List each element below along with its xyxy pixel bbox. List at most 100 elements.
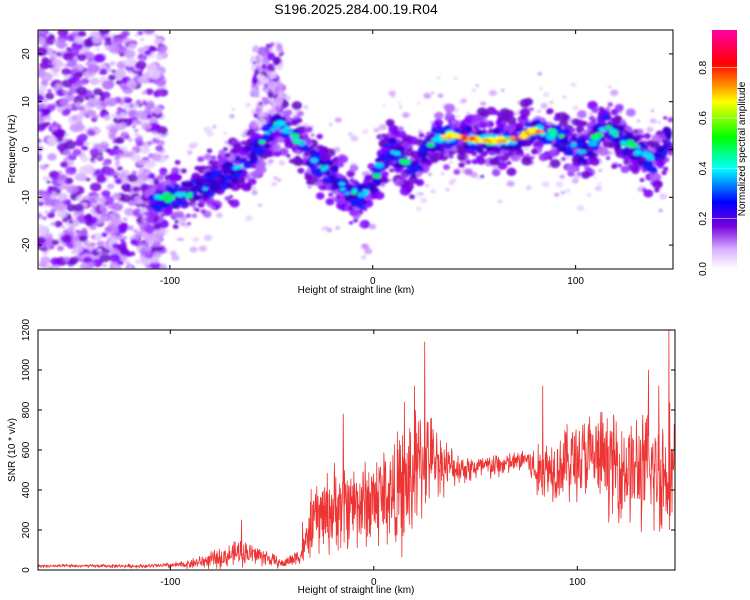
- heatmap-faint-blob: [245, 215, 253, 222]
- heatmap-band-blob: [622, 129, 629, 134]
- heatmap-noise-blob: [124, 97, 133, 104]
- heatmap-plume-blob: [263, 57, 268, 63]
- heatmap-core-blob: [390, 145, 395, 150]
- heatmap-ridge-blob: [399, 158, 409, 165]
- heatmap-band-blob: [157, 175, 161, 179]
- heatmap-core-blob: [164, 184, 172, 190]
- heatmap-core-blob: [251, 140, 257, 145]
- heatmap-noise-blob: [128, 43, 137, 50]
- heatmap-core-blob: [228, 175, 232, 179]
- heatmap-noise-blob: [151, 48, 156, 52]
- heatmap-core-blob: [357, 200, 364, 206]
- heatmap-noise-blob: [39, 261, 48, 268]
- heatmap-plume-blob: [275, 65, 279, 70]
- heatmap-core-blob: [193, 194, 201, 201]
- heatmap-noise-blob: [142, 101, 147, 106]
- heatmap-band-blob: [174, 160, 181, 165]
- heatmap-band-blob: [577, 172, 582, 176]
- heatmap-hotspot-blob: [529, 130, 536, 134]
- snr-y-tick-label: 1000: [21, 358, 32, 381]
- heatmap-noise-blob: [84, 141, 90, 146]
- heatmap-faint-blob: [284, 95, 292, 101]
- heatmap-noise-blob: [127, 137, 134, 143]
- heatmap-hotspot-blob: [460, 136, 469, 141]
- heatmap-noise-blob: [51, 126, 58, 131]
- heatmap-core-blob: [205, 170, 213, 177]
- heatmap-noise-blob: [50, 257, 61, 266]
- heatmap-noise-blob: [95, 193, 100, 197]
- heatmap-hotspot-blob: [496, 136, 505, 141]
- heatmap-core-blob: [664, 133, 672, 139]
- snr-y-label: SNR (10 * v/v): [7, 418, 18, 482]
- heatmap-noise-blob: [127, 225, 134, 231]
- heatmap-faint-blob: [350, 135, 359, 142]
- colorbar-label: Normalized spectral amplitude: [737, 81, 748, 216]
- heatmap-band-blob: [213, 165, 218, 170]
- heatmap-noise-blob: [56, 211, 66, 218]
- heatmap-noise-blob: [61, 109, 70, 117]
- heatmap-noise-blob: [111, 69, 117, 74]
- heatmap-noise-blob: [51, 239, 59, 246]
- heatmap-band-blob: [643, 133, 651, 140]
- heatmap-noise-blob: [153, 240, 161, 247]
- heatmap-noise-blob: [144, 108, 151, 113]
- heatmap-plume-blob: [272, 56, 280, 66]
- heatmap-band-blob: [200, 209, 207, 215]
- snr-line: [38, 330, 675, 570]
- heatmap-band-blob: [539, 117, 546, 123]
- heatmap-noise-blob: [62, 52, 75, 61]
- heatmap-noise-blob: [40, 243, 47, 249]
- heatmap-core-blob: [331, 164, 340, 171]
- heatmap-ridge-blob: [179, 191, 187, 197]
- heatmap-plume-blob: [278, 90, 285, 98]
- heatmap-noise-blob: [41, 216, 48, 221]
- heatmap-core-blob: [576, 136, 582, 141]
- heatmap-noise-blob: [84, 96, 91, 101]
- colorbar-gradient: [712, 30, 737, 269]
- heatmap-core-blob: [237, 158, 242, 162]
- heatmap-plume-blob: [277, 97, 281, 102]
- heatmap-band-blob: [613, 115, 623, 123]
- heatmap-faint-blob: [397, 101, 401, 105]
- heatmap-core-blob: [492, 128, 501, 135]
- heatmap-noise-blob: [51, 71, 59, 77]
- heatmap-noise-blob: [121, 186, 126, 190]
- heatmap-noise-blob: [45, 116, 51, 121]
- heatmap-noise-blob: [104, 36, 112, 43]
- heatmap-band-blob: [652, 179, 663, 189]
- heatmap-noise-blob: [102, 264, 107, 268]
- heatmap-core-blob: [384, 143, 391, 148]
- heatmap-band-blob: [359, 222, 365, 228]
- heatmap-band-blob: [590, 157, 600, 166]
- heatmap-noise-blob: [81, 227, 88, 232]
- heatmap-faint-blob: [382, 104, 386, 107]
- heatmap-band-blob: [191, 172, 201, 180]
- heatmap-noise-blob: [130, 239, 138, 245]
- heatmap-noise-blob: [67, 226, 75, 233]
- heatmap-core-blob: [372, 181, 376, 185]
- heatmap-faint-blob: [471, 88, 477, 92]
- heatmap-noise-blob: [52, 50, 58, 55]
- heatmap-band-blob: [632, 129, 639, 134]
- heatmap-band-blob: [618, 163, 623, 168]
- heatmap-ridge-blob: [158, 194, 167, 201]
- heatmap-noise-blob: [68, 220, 74, 224]
- heatmap-band-blob: [629, 158, 637, 164]
- heatmap-faint-blob: [423, 92, 432, 99]
- heatmap-band-blob: [147, 173, 156, 180]
- heatmap-band-blob: [370, 193, 378, 200]
- heatmap-noise-blob: [147, 63, 158, 71]
- heatmap-core-blob: [463, 128, 468, 131]
- heatmap-ridge-blob: [372, 173, 382, 179]
- heatmap-core-blob: [613, 138, 619, 143]
- heatmap-ridge-blob: [310, 157, 319, 163]
- heatmap-noise-blob: [147, 98, 152, 103]
- heatmap-core-blob: [656, 145, 666, 153]
- heatmap-band-blob: [174, 219, 179, 224]
- heatmap-noise-blob: [89, 148, 99, 156]
- heatmap-faint-blob: [425, 183, 430, 188]
- heatmap-band-blob: [396, 130, 407, 139]
- heatmap-noise-blob: [41, 57, 50, 64]
- heatmap-faint-blob: [438, 93, 443, 97]
- heatmap-noise-blob: [48, 137, 58, 145]
